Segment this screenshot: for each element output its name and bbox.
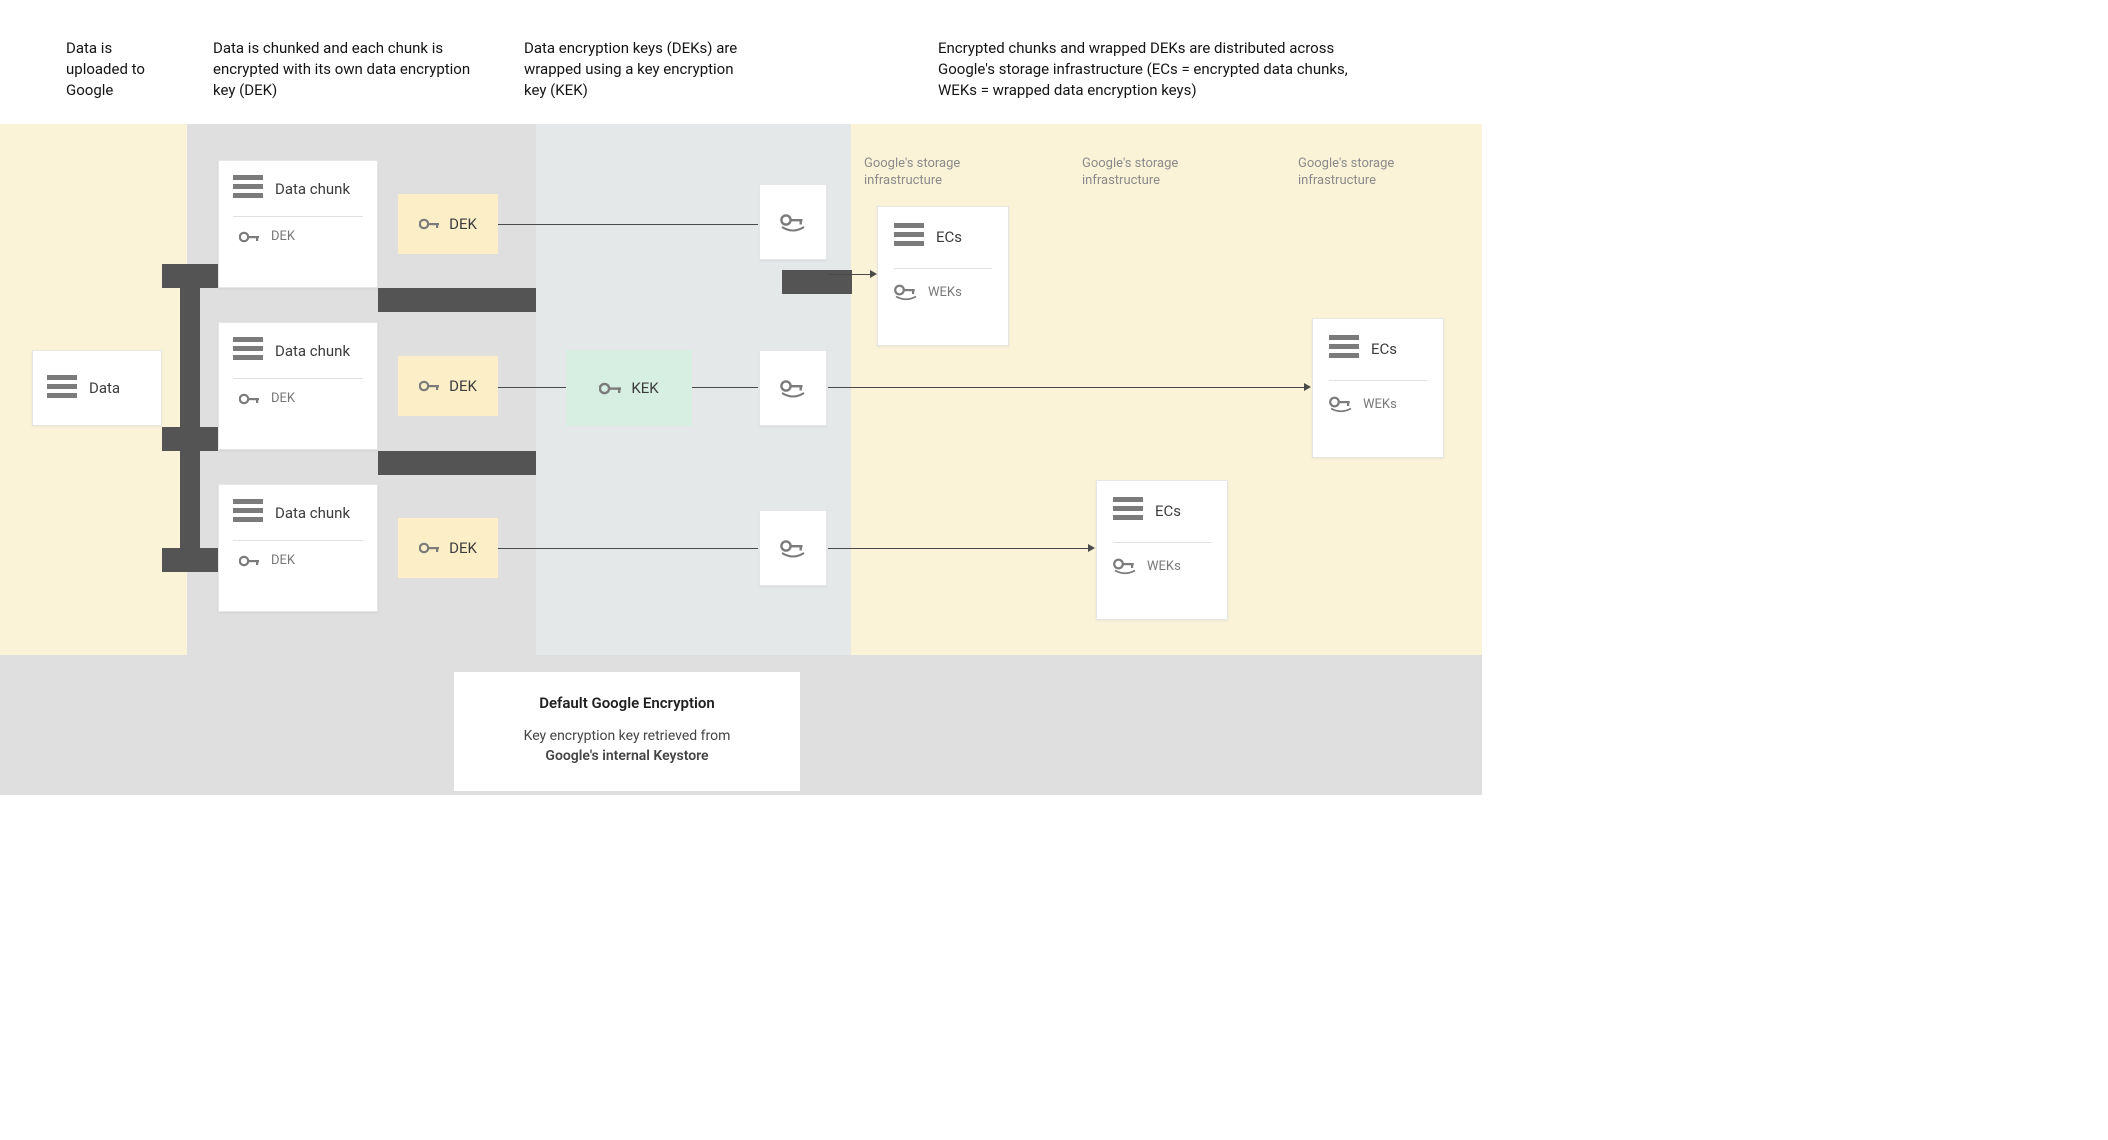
- storage-icon: [47, 375, 77, 402]
- header-1: Data is uploaded to Google: [66, 38, 176, 101]
- dek-tag: DEK: [398, 518, 498, 578]
- arrow-head: [870, 270, 877, 278]
- infra-label: Google's storage infrastructure: [1082, 156, 1222, 190]
- caption-line2: Google's internal Keystore: [545, 748, 708, 764]
- header-4: Encrypted chunks and wrapped DEKs are di…: [938, 38, 1378, 101]
- wrapped-key-icon: [894, 283, 918, 301]
- caption-text: Key encryption key retrieved from Google…: [470, 726, 784, 767]
- storage-icon: [233, 337, 263, 364]
- encryption-diagram: Data is uploaded to Google Data is chunk…: [0, 0, 1482, 810]
- arrow-head: [1088, 544, 1095, 552]
- wrapped-key-icon: [1329, 395, 1353, 413]
- key-icon: [239, 554, 261, 568]
- dek-sublabel: DEK: [271, 229, 295, 244]
- line: [692, 387, 758, 388]
- key-icon: [239, 230, 261, 244]
- dek-tag: DEK: [398, 194, 498, 254]
- chunk-label: Data chunk: [275, 504, 350, 522]
- storage-icon: [1113, 497, 1143, 524]
- data-chunk-node: Data chunk DEK: [218, 322, 378, 450]
- caption-line1: Key encryption key retrieved from: [524, 728, 731, 744]
- line: [498, 548, 758, 549]
- storage-icon: [894, 223, 924, 250]
- line: [498, 224, 758, 225]
- storage-icon: [233, 499, 263, 526]
- key-icon: [599, 381, 623, 396]
- ecs-label: ECs: [936, 228, 962, 246]
- data-chunk-node: Data chunk DEK: [218, 160, 378, 288]
- key-icon: [419, 541, 441, 555]
- line: [498, 387, 566, 388]
- wrapped-key-icon: [780, 378, 806, 398]
- dek-sublabel: DEK: [271, 391, 295, 406]
- header-2: Data is chunked and each chunk is encryp…: [213, 38, 493, 101]
- arrow-head: [1304, 383, 1311, 391]
- chunk-label: Data chunk: [275, 180, 350, 198]
- key-icon: [419, 217, 441, 231]
- dek-label: DEK: [449, 377, 477, 395]
- key-icon: [419, 379, 441, 393]
- wrapped-key-icon: [780, 538, 806, 558]
- header-labels: Data is uploaded to Google Data is chunk…: [0, 38, 1482, 128]
- line: [828, 548, 1088, 549]
- ecs-node: ECs WEKs: [877, 206, 1009, 346]
- ecs-label: ECs: [1371, 340, 1397, 358]
- caption-box: Default Google Encryption Key encryption…: [454, 672, 800, 791]
- wrapped-key-box: [759, 184, 827, 260]
- line: [828, 274, 870, 275]
- kek-tag: KEK: [566, 350, 692, 426]
- diagram-canvas: Data Data chunk DEK DEK Data chunk: [0, 124, 1482, 694]
- data-label: Data: [89, 379, 120, 397]
- ecs-node: ECs WEKs: [1096, 480, 1228, 620]
- key-icon: [239, 392, 261, 406]
- data-node: Data: [32, 350, 162, 426]
- wrapped-key-icon: [1113, 557, 1137, 575]
- data-chunk-node: Data chunk DEK: [218, 484, 378, 612]
- storage-icon: [1329, 335, 1359, 362]
- ecs-label: ECs: [1155, 502, 1181, 520]
- dek-tag: DEK: [398, 356, 498, 416]
- wrapped-key-box: [759, 510, 827, 586]
- infra-label: Google's storage infrastructure: [1298, 156, 1438, 190]
- dek-sublabel: DEK: [271, 553, 295, 568]
- dek-label: DEK: [449, 539, 477, 557]
- weks-label: WEKs: [1363, 397, 1397, 412]
- wrapped-key-box: [759, 350, 827, 426]
- connector: [180, 264, 200, 572]
- dek-label: DEK: [449, 215, 477, 233]
- header-3: Data encryption keys (DEKs) are wrapped …: [524, 38, 744, 101]
- connector: [378, 288, 536, 312]
- weks-label: WEKs: [928, 285, 962, 300]
- line: [828, 387, 1304, 388]
- weks-label: WEKs: [1147, 559, 1181, 574]
- caption-title: Default Google Encryption: [470, 694, 784, 712]
- chunk-label: Data chunk: [275, 342, 350, 360]
- ecs-node: ECs WEKs: [1312, 318, 1444, 458]
- kek-label: KEK: [631, 379, 658, 397]
- connector: [378, 451, 536, 475]
- infra-label: Google's storage infrastructure: [864, 156, 1004, 190]
- storage-icon: [233, 175, 263, 202]
- wrapped-key-icon: [780, 212, 806, 232]
